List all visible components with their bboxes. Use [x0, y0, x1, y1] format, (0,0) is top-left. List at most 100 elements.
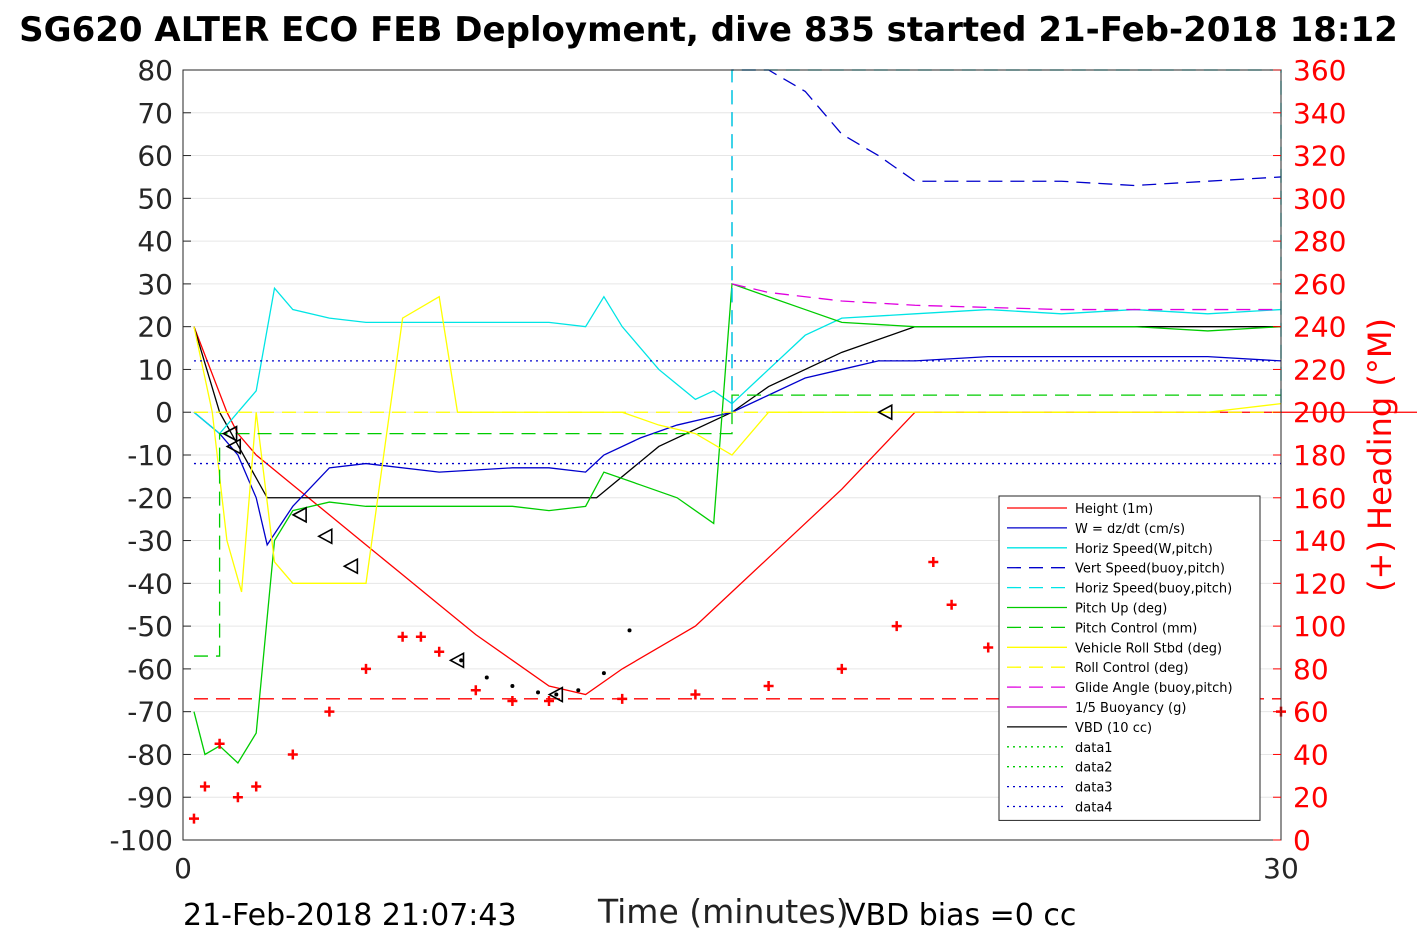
marker-layer: [221, 403, 893, 703]
series-w-dz-dt-cm-s: [193, 355, 1282, 547]
y-tick-label: 80: [137, 54, 173, 87]
y2-tick-label: 180: [1293, 439, 1346, 472]
y2-tick-label: 200: [1293, 396, 1346, 429]
legend-label-vert-speed-buoy-pitch: Vert Speed(buoy,pitch): [1075, 562, 1225, 577]
heading-point: [836, 663, 847, 674]
heading-point: [361, 663, 371, 674]
triangle-marker: [547, 686, 564, 703]
triangle-marker: [225, 438, 242, 455]
legend-label-pitch-control-mm: Pitch Control (mm): [1075, 621, 1197, 636]
legend-label-data1: data1: [1075, 741, 1113, 756]
y-tick-label: -20: [127, 482, 173, 515]
series-pitch-control-mm: [193, 394, 1281, 657]
heading-point: [324, 706, 335, 717]
y-tick-label: -30: [127, 525, 173, 558]
series-glide-angle-buoy-pitch: [731, 283, 1281, 311]
legend-label-data2: data2: [1075, 761, 1113, 776]
vbd-bias-label: VBD bias =0 cc: [845, 898, 1077, 933]
curve-dot: [484, 675, 489, 680]
heading-point: [763, 681, 774, 691]
y2-tick-label: 320: [1293, 140, 1346, 173]
heading-point: [983, 642, 994, 653]
heading-point: [232, 792, 243, 803]
y2-tick-label: 240: [1293, 311, 1346, 344]
triangle-marker: [221, 425, 238, 442]
y2-tick-label: 0: [1293, 824, 1311, 857]
curve-dot: [627, 628, 632, 633]
heading-point: [434, 646, 445, 657]
y-tick-label: -70: [127, 696, 173, 729]
y2-tick-label: 280: [1293, 225, 1346, 258]
legend-label-w-dz-dt-cm-s: W = dz/dt (cm/s): [1075, 522, 1185, 537]
y2-tick-label: 60: [1293, 696, 1329, 729]
y2-tick-label: 40: [1293, 738, 1329, 771]
curve-dot: [459, 658, 464, 663]
legend-label-vbd-10-cc: VBD (10 cc): [1075, 721, 1152, 736]
curve-dot: [510, 684, 515, 688]
heading-point: [397, 631, 408, 642]
heading-point: [188, 813, 199, 824]
y-tick-label: 0: [155, 396, 173, 429]
triangle-marker: [291, 506, 307, 524]
heading-point: [891, 621, 902, 632]
y-tick-label: -100: [109, 824, 173, 857]
legend-label-1-5-buoyancy-g: 1/5 Buoyancy (g): [1075, 701, 1186, 716]
y2-tick-label: 300: [1293, 182, 1346, 215]
heading-point: [928, 556, 939, 567]
heading-point: [415, 631, 426, 642]
y2-tick-label: 120: [1293, 567, 1346, 600]
curve-dot: [601, 671, 606, 676]
heading-point: [690, 689, 701, 700]
y-tick-label: 30: [137, 268, 173, 301]
series-pitch-up-deg: [193, 282, 1282, 765]
x-axis-label: Time (minutes): [598, 892, 849, 931]
legend-label-horiz-speed-buoy-pitch: Horiz Speed(buoy,pitch): [1075, 582, 1232, 597]
y-tick-label: 60: [137, 140, 173, 173]
y-tick-label: 40: [137, 225, 173, 258]
heading-point: [199, 781, 210, 792]
legend-label-roll-control-deg: Roll Control (deg): [1075, 661, 1189, 676]
y2-tick-label: 80: [1293, 653, 1329, 686]
y-tick-label: 50: [137, 182, 173, 215]
legend: Height (1m) W = dz/dt (cm/s) Horiz Speed(W…: [998, 495, 1261, 821]
triangle-marker: [317, 527, 333, 545]
start-time-label: 21-Feb-2018 21:07:43: [183, 898, 517, 933]
legend-label-horiz-speed-w-pitch: Horiz Speed(W,pitch): [1075, 542, 1213, 557]
y-tick-label: -50: [127, 610, 173, 643]
chart-title: SG620 ALTER ECO FEB Deployment, dive 835…: [19, 10, 1398, 50]
y-tick-label: -80: [127, 738, 173, 771]
y-tick-label: 10: [137, 353, 173, 386]
y2-tick-label: 360: [1293, 54, 1346, 87]
y2-tick-label: 160: [1293, 482, 1346, 515]
right-axis-label: (+) Heading (°M): [1361, 318, 1399, 592]
heading-point: [507, 695, 518, 706]
heading-point: [946, 599, 957, 610]
legend-box: [998, 495, 1261, 821]
x-tick-label: 0: [174, 852, 192, 885]
series-horiz-speed-w-pitch: [193, 286, 1282, 435]
triangle-marker: [448, 651, 465, 669]
y-tick-label: 70: [137, 97, 173, 130]
y2-tick-label: 220: [1293, 353, 1346, 386]
legend-label-data4: data4: [1075, 801, 1113, 816]
curve-dot: [536, 690, 541, 695]
legend-label-height-1m: Height (1m): [1075, 502, 1153, 517]
y-tick-label: -40: [127, 567, 173, 600]
legend-label-glide-angle-buoy-pitch: Glide Angle (buoy,pitch): [1075, 681, 1233, 696]
y-tick-label: -10: [127, 439, 173, 472]
legend-label-data3: data3: [1075, 781, 1113, 796]
legend-label-vehicle-roll-stbd-deg: Vehicle Roll Stbd (deg): [1075, 641, 1222, 656]
y-tick-label: -60: [127, 653, 173, 686]
x-tick-label: 30: [1263, 852, 1299, 885]
y2-tick-label: 140: [1293, 525, 1346, 558]
heading-point: [287, 749, 298, 760]
triangle-marker: [342, 557, 359, 575]
y2-tick-label: 260: [1293, 268, 1346, 301]
series-vert-speed-buoy-pitch: [731, 69, 1282, 413]
y-tick-label: -90: [127, 781, 173, 814]
y2-tick-label: 340: [1293, 97, 1346, 130]
curve-dot: [576, 688, 581, 693]
triangle-marker: [877, 403, 893, 421]
y-tick-label: 20: [137, 311, 173, 344]
